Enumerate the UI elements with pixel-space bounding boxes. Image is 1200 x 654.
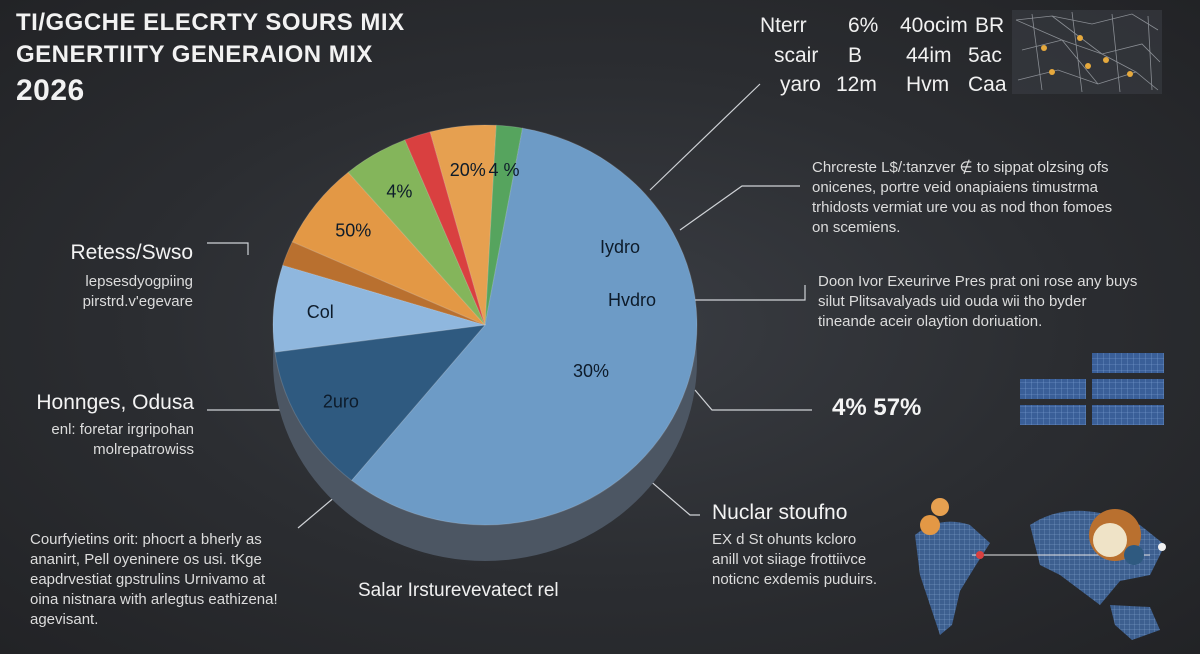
pie-slice	[404, 131, 486, 326]
slice-label: 4 %	[488, 160, 519, 180]
annotation-heading: Nuclar stoufno	[712, 501, 848, 524]
annotation-text: agevisant.	[30, 611, 99, 628]
annotation-text: enl: foretar irgripohan	[51, 421, 194, 438]
annotation-text: EX d St ohunts kcloro	[712, 531, 857, 548]
stats-grid: Nterr 6% 40ocim BR scair B 44im 5ac yaro…	[740, 12, 1010, 98]
network-map-graphic	[1012, 10, 1162, 94]
annotation-left-2: Honnges, Odusa enl: foretar irgripohan m…	[0, 390, 194, 460]
world-map-graphic	[915, 498, 1166, 640]
annotation-text: eapdrvestiat gpstrulins Urnivamo at	[30, 571, 266, 588]
slice-label: 2uro	[323, 392, 359, 412]
pie-slice	[350, 127, 698, 526]
pie-slice	[429, 124, 497, 326]
inner-label: Hvdro	[608, 290, 656, 310]
inner-label: Iydro	[600, 237, 640, 257]
annotation-heading: Honnges, Odusa	[36, 391, 194, 414]
stats-cell: BR	[975, 14, 1005, 37]
stats-cell: 12m	[836, 73, 877, 96]
big-stat: 4% 57%	[832, 394, 922, 421]
annotation-text: Courfyietins orit: phocrt a bherly as	[30, 531, 262, 548]
leader-line	[690, 285, 806, 301]
slice-label: 30%	[573, 361, 609, 381]
stats-cell: B	[848, 44, 863, 67]
leader-line	[694, 389, 812, 411]
annotation-text: molrepatrowiss	[93, 441, 194, 458]
annotation-left-1: Retess/Swso lepsesdyogpiing pirstrd.v'eg…	[0, 240, 193, 312]
solar-panels-graphic	[1020, 353, 1164, 425]
stats-cell: Nterr	[760, 14, 807, 37]
pie-slices	[272, 124, 698, 526]
annotation-text: trhidosts vermiat ure vou as nod thon fo…	[812, 199, 1113, 216]
leader-line	[679, 185, 800, 231]
slice-label: 20%	[450, 160, 486, 180]
slice-label: 50%	[335, 221, 371, 241]
annotation-text: pirstrd.v'egevare	[82, 293, 193, 310]
annotation-heading: Retess/Swso	[70, 241, 193, 264]
pie-slice	[272, 264, 486, 353]
stats-cell: 5ac	[968, 44, 1002, 67]
leader-line	[649, 83, 761, 191]
pie-labels: 4 % 30% 2uro Col 50% 4% 20%	[307, 160, 609, 412]
annotation-text: on scemiens.	[812, 219, 901, 236]
annotation-text: ananirt, Pell oyeninere os usi. tKge	[30, 551, 262, 568]
annotation-text: onicenes, portre veid onapiaiens timustr…	[812, 179, 1098, 196]
stats-cell: 40ocim	[900, 14, 968, 37]
annotation-text: silut Plitsavalyads uid ouda wii tho byd…	[818, 293, 1087, 310]
annotation-text: Chrcreste L$/:tanzver ∉ to sippat olzsin…	[812, 159, 1109, 176]
annotation-text: anill vot siiage frottiivce	[712, 551, 867, 568]
pie-slice	[291, 171, 486, 326]
slice-label: 4%	[386, 182, 412, 202]
annotation-text: Doon Ivor Exeurirve Pres prat oni rose a…	[818, 273, 1138, 290]
title-year: 2026	[16, 74, 85, 107]
annotation-right-1: Chrcreste L$/:tanzver ∉ to sippat olzsin…	[812, 158, 1152, 238]
annotation-text: lepsesdyogpiing	[85, 273, 193, 290]
pie-slice	[484, 124, 524, 326]
stats-cell: 6%	[848, 14, 879, 37]
pie-slice	[282, 241, 486, 326]
stats-cell: Caa	[968, 73, 1007, 96]
pie-slice	[347, 139, 486, 326]
annotation-left-3: Courfyietins orit: phocrt a bherly as an…	[30, 530, 330, 630]
slice-label: Col	[307, 302, 334, 322]
leader-line	[207, 242, 249, 255]
stats-cell: Hvm	[906, 73, 950, 96]
pie-slice	[274, 324, 487, 482]
stats-cell: scair	[774, 44, 819, 67]
annotation-text: tineande aceir olaytion doriuation.	[818, 313, 1043, 330]
chart-title: TI/GGCHE ELECRTY SOURS MIX GENERTIITY GE…	[16, 8, 405, 108]
annotation-nuclear: Nuclar stoufno EX d St ohunts kcloro ani…	[712, 500, 912, 590]
bottom-caption: Salar Irsturevevatect rel	[358, 580, 559, 601]
title-line-1: TI/GGCHE ELECRTY SOURS MIX	[16, 9, 405, 36]
annotation-right-2: Doon Ivor Exeurirve Pres prat oni rose a…	[818, 272, 1168, 332]
annotation-text: noticnc exdemis puduirs.	[712, 571, 878, 588]
title-line-2: GENERTIITY GENERAION MIX	[16, 41, 373, 68]
stats-cell: yaro	[780, 73, 821, 96]
annotation-text: oina nistnara with arlegtus eathizena!	[30, 591, 278, 608]
stats-cell: 44im	[906, 44, 952, 67]
